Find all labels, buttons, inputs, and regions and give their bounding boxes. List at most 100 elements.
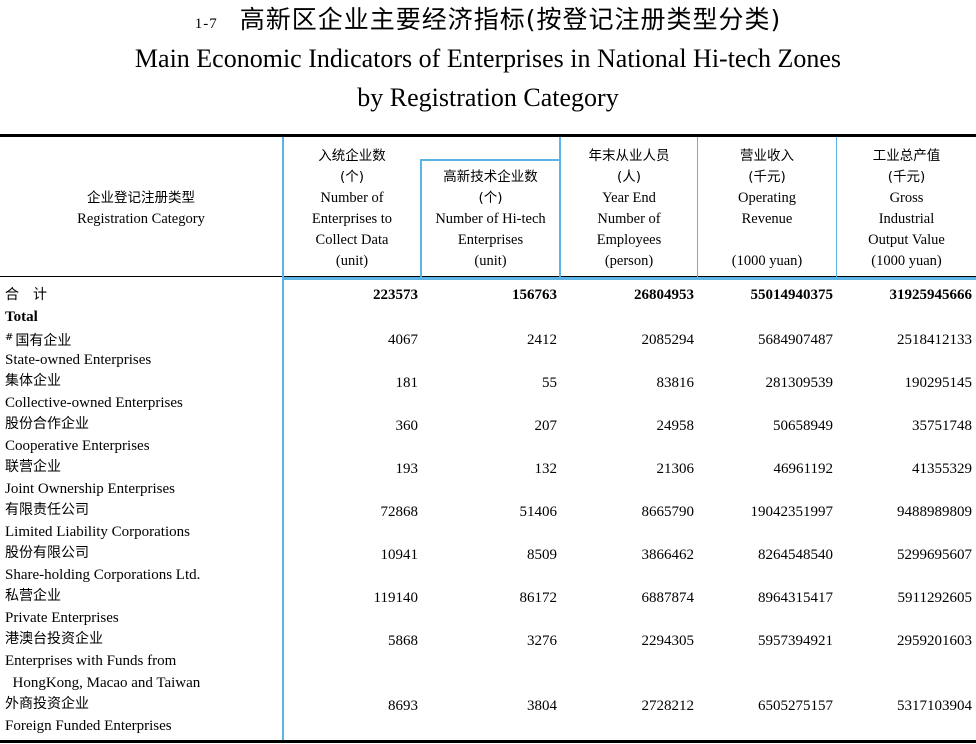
col-sep-4: [697, 137, 698, 277]
header-employees-en2: Number of: [597, 211, 661, 227]
header-output-en1: Gross: [889, 190, 924, 206]
cell-revenue: 8264548540: [758, 547, 833, 563]
cell-output: 31925945666: [889, 287, 973, 303]
cell-revenue: 281309539: [765, 375, 834, 391]
cell-enterprises: 119140: [373, 590, 418, 606]
cell-enterprises: 8693: [388, 698, 418, 714]
cell-hitech: 2412: [527, 332, 557, 348]
footnote-mark: #: [5, 332, 14, 343]
cell-revenue: 8964315417: [758, 590, 833, 606]
cell-output: 2959201603: [897, 633, 972, 649]
cell-revenue: 5957394921: [758, 633, 833, 649]
header-hitech-unit: (unit): [474, 253, 507, 269]
header-enterprises-zh: 入统企业数: [318, 148, 386, 164]
header-output-en3: Output Value: [868, 232, 945, 248]
header-enterprises: 入统企业数 (个) Number of Enterprises to Colle…: [284, 146, 420, 272]
row-category-zh-text: 国有企业: [15, 333, 72, 349]
row-category-en: State-owned Enterprises: [5, 352, 152, 368]
cell-enterprises: 10941: [380, 547, 419, 563]
row-category-zh-text: 联营企业: [5, 459, 61, 475]
row-category-en-line2: HongKong, Macao and Taiwan: [5, 675, 201, 691]
header-output-zh: 工业总产值: [872, 148, 941, 164]
cell-hitech: 3276: [527, 633, 557, 649]
cell-output: 9488989809: [897, 504, 972, 520]
table-bottom-rule: [0, 740, 976, 743]
header-category-zh: 企业登记注册类型: [87, 190, 195, 206]
cell-output: 2518412133: [897, 332, 972, 348]
row-category-zh-text: 外商投资企业: [5, 696, 89, 712]
title-english-line1: Main Economic Indicators of Enterprises …: [134, 44, 842, 73]
row-category-en: Total: [5, 309, 38, 325]
table-row: 联营企业 Joint Ownership Enterprises 193 132 213…: [0, 457, 976, 500]
row-category-zh-text: 有限责任公司: [5, 502, 89, 518]
row-category-zh: 联营企业: [5, 457, 61, 477]
header-revenue-spacer: [698, 230, 836, 251]
header-enterprises-unit-zh: (个): [339, 169, 365, 185]
row-category-zh: 私营企业: [5, 586, 61, 606]
row-category-zh: # 国有企业: [5, 328, 71, 351]
cell-enterprises: 360: [395, 418, 419, 434]
cell-enterprises: 193: [395, 461, 419, 477]
header-bottom-rule: [0, 276, 976, 277]
table-row: # 国有企业 State-owned Enterprises 4067 2412 2085…: [0, 328, 976, 371]
title-english-line2: by Registration Category: [357, 83, 619, 112]
cell-hitech: 8509: [527, 547, 557, 563]
row-category-en: Joint Ownership Enterprises: [5, 481, 175, 497]
header-employees-unit-zh: (人): [616, 169, 642, 185]
table-row: 外商投资企业 Foreign Funded Enterprises 8693 3804…: [0, 694, 976, 737]
header-category-en: Registration Category: [77, 211, 205, 227]
header-output-unit-zh: (千元): [887, 169, 926, 185]
cell-revenue: 19042351997: [750, 504, 834, 520]
header-revenue-unit: (1000 yuan): [731, 253, 803, 269]
table-number: 1-7: [194, 16, 218, 32]
table-row: 股份合作企业 Cooperative Enterprises 360 207 24958…: [0, 414, 976, 457]
row-category-en: Private Enterprises: [5, 610, 119, 626]
row-category-zh: 集体企业: [5, 371, 61, 391]
row-category-en: Limited Liability Corporations: [5, 524, 190, 540]
row-category-zh-text: 股份合作企业: [5, 416, 89, 432]
row-category-zh-text: 股份有限公司: [5, 545, 89, 561]
col-sep-2: [420, 160, 422, 277]
cell-enterprises: 181: [395, 375, 419, 391]
row-category-en: Collective-owned Enterprises: [5, 395, 183, 411]
row-category-en: Foreign Funded Enterprises: [5, 718, 172, 734]
row-category-zh-text: 私营企业: [5, 588, 61, 604]
table-row: 港澳台投资企业 Enterprises with Funds from HongK…: [0, 629, 976, 691]
cell-revenue: 6505275157: [758, 698, 833, 714]
row-category-zh-text: 集体企业: [5, 373, 61, 389]
row-category-zh: 港澳台投资企业: [5, 629, 103, 649]
row-category-zh: 合 计: [5, 285, 47, 305]
col-sep-1: [282, 137, 284, 740]
header-enterprises-en3: Collect Data: [315, 232, 389, 248]
header-revenue-unit-zh: (千元): [748, 169, 786, 185]
header-output-unit: (1000 yuan): [871, 253, 942, 269]
cell-employees: 24958: [656, 418, 695, 434]
cell-employees: 8665790: [641, 504, 695, 520]
header-blue-rule: [282, 277, 976, 280]
header-employees: 年末从业人员 (人) Year End Number of Employees …: [561, 146, 697, 272]
cell-employees: 83816: [656, 375, 695, 391]
header-revenue: 营业收入 (千元) Operating Revenue (1000 yuan): [698, 146, 836, 272]
title-chinese-text: 高新区企业主要经济指标(按登记注册类型分类): [239, 5, 782, 34]
row-category-zh-text: 合 计: [5, 287, 47, 303]
header-hitech-en1: Number of Hi-tech: [435, 211, 546, 227]
table-row: 有限责任公司 Limited Liability Corporations 7286…: [0, 500, 976, 543]
cell-employees: 2085294: [641, 332, 695, 348]
header-enterprises-en1: Number of: [320, 190, 384, 206]
cell-employees: 2728212: [641, 698, 695, 714]
cell-hitech: 132: [534, 461, 558, 477]
row-category-zh: 股份合作企业: [5, 414, 89, 434]
header-employees-en3: Employees: [596, 232, 662, 248]
cell-employees: 2294305: [641, 633, 695, 649]
hitech-sub-rule: [420, 159, 560, 161]
header-enterprises-en2: Enterprises to: [311, 211, 393, 227]
row-category-zh-text: 港澳台投资企业: [5, 631, 103, 647]
header-category: 企业登记注册类型 Registration Category: [0, 188, 282, 230]
col-sep-3: [559, 137, 561, 277]
cell-employees: 6887874: [641, 590, 695, 606]
row-category-en: Share-holding Corporations Ltd.: [5, 567, 201, 583]
cell-hitech: 3804: [527, 698, 557, 714]
header-revenue-en1: Operating: [738, 190, 796, 206]
header-employees-en1: Year End: [602, 190, 656, 206]
cell-hitech: 156763: [512, 287, 557, 303]
